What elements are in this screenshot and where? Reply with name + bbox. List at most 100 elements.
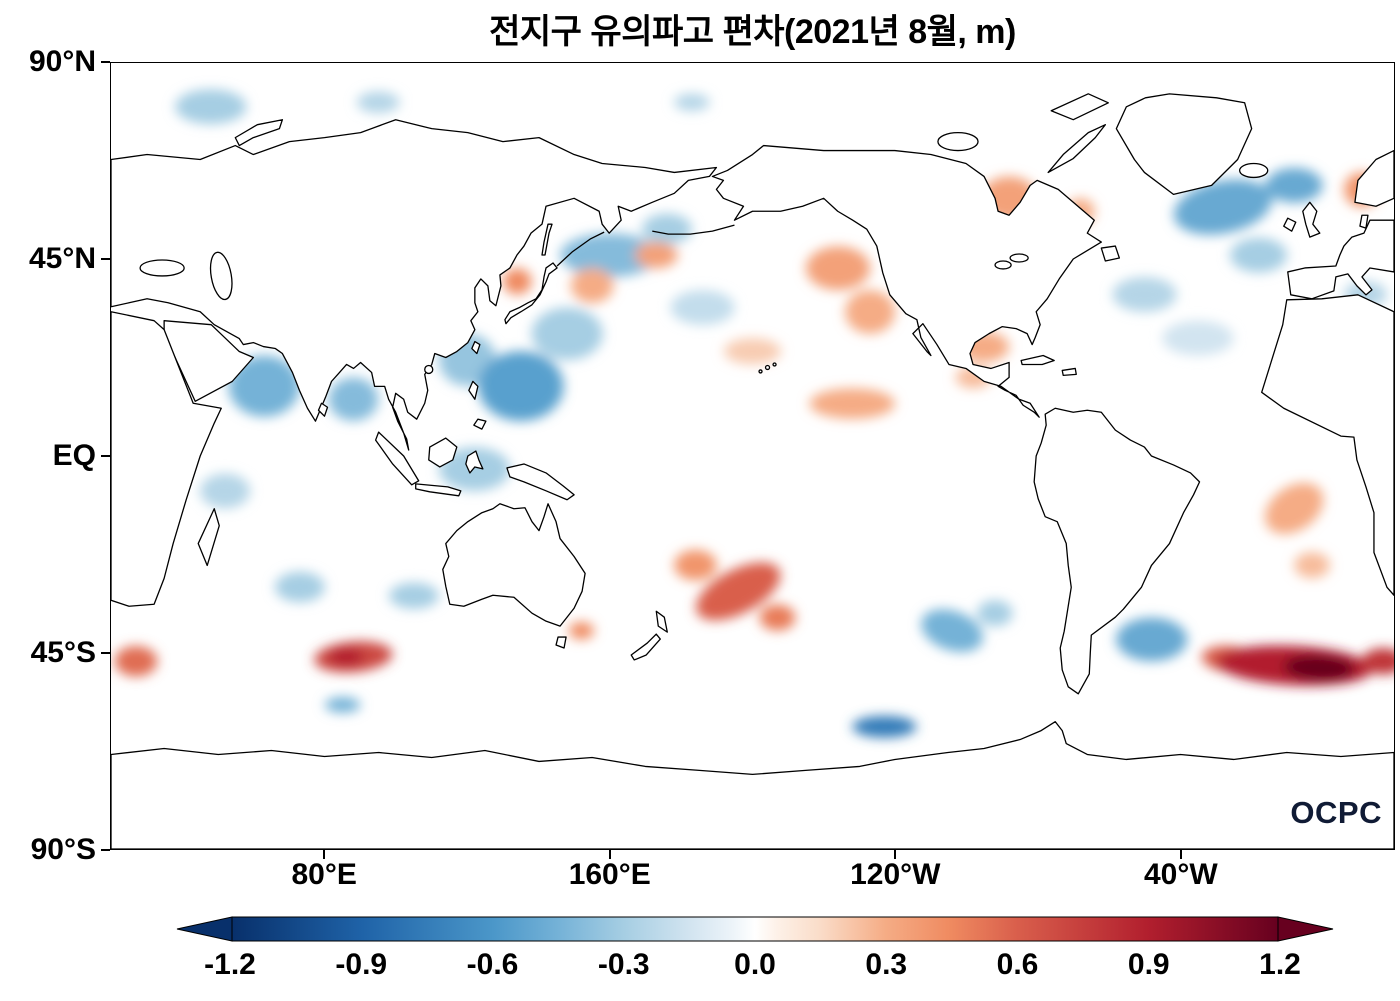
coastline-japan bbox=[504, 262, 558, 325]
anomaly-blob bbox=[438, 447, 511, 491]
anomaly-blob bbox=[1230, 237, 1288, 273]
y-axis: 90°N 45°N EQ 45°S 90°S bbox=[0, 0, 110, 1001]
map-plot-area: OCPC bbox=[110, 62, 1395, 850]
coastline-victoria-island bbox=[937, 131, 979, 152]
coastline-kuril-islands bbox=[556, 231, 605, 267]
anomaly-blob bbox=[921, 609, 983, 653]
anomaly-blob bbox=[1361, 648, 1394, 675]
great-lakes-west bbox=[994, 260, 1012, 270]
y-tick-label: 90°S bbox=[30, 833, 96, 866]
anomaly-blob bbox=[696, 562, 781, 621]
coastline-africa-west bbox=[1261, 294, 1394, 596]
y-tick-mark bbox=[101, 455, 110, 457]
y-tick-label: EQ bbox=[52, 439, 96, 472]
x-tick-mark bbox=[323, 850, 326, 859]
anomaly-blob bbox=[1162, 320, 1234, 356]
anomaly-blob bbox=[674, 93, 710, 112]
colorbar-svg bbox=[176, 916, 1334, 942]
coastline-borneo bbox=[428, 437, 458, 468]
anomaly-blob bbox=[634, 242, 678, 269]
colorbar-tick-label: 0.9 bbox=[1127, 948, 1170, 981]
coastline-aleutian-islands bbox=[652, 224, 735, 235]
anomaly-blob bbox=[114, 645, 158, 677]
coastline-tasmania bbox=[555, 636, 567, 649]
coastline-baffin-island bbox=[1047, 124, 1106, 174]
coastline-britain bbox=[1302, 201, 1321, 238]
colorbar-gradient-bar bbox=[231, 916, 1279, 942]
anomaly-blob bbox=[845, 290, 896, 334]
colorbar-tick-label: -0.9 bbox=[335, 948, 388, 981]
coastline-new-zealand-north bbox=[655, 610, 668, 633]
colorbar-tick-label: 0.3 bbox=[865, 948, 908, 981]
colorbar-tick-label: -0.3 bbox=[597, 948, 650, 981]
coastline-new-guinea bbox=[506, 463, 575, 501]
y-tick-mark bbox=[101, 849, 110, 851]
coastline-sakhalin bbox=[541, 223, 553, 256]
anomaly-blob bbox=[503, 268, 532, 295]
anomaly-blob bbox=[670, 290, 735, 325]
anomaly-blob bbox=[674, 549, 717, 581]
x-tick-label: 40°W bbox=[1143, 858, 1218, 891]
coastline-java bbox=[415, 483, 462, 497]
ocpc-logo: OCPC bbox=[1290, 795, 1382, 830]
anomaly-blob bbox=[274, 571, 325, 603]
anomaly-blob bbox=[1116, 617, 1188, 662]
x-tick-mark bbox=[608, 850, 611, 859]
anomaly-blob bbox=[388, 582, 439, 609]
world-map bbox=[111, 89, 1394, 849]
coastline-sumatra bbox=[374, 431, 420, 486]
anomaly-blob bbox=[478, 351, 564, 422]
anomaly-blob bbox=[356, 91, 400, 114]
anomaly-blob bbox=[1112, 276, 1177, 312]
y-tick-mark bbox=[101, 258, 110, 260]
x-tick-mark bbox=[894, 850, 897, 859]
hawaii-islands bbox=[772, 362, 777, 367]
coastline-antarctica bbox=[111, 721, 1394, 849]
coastline-hainan bbox=[424, 364, 434, 375]
coastline-australia bbox=[442, 503, 586, 627]
great-lakes-east bbox=[1009, 253, 1029, 263]
y-tick-mark bbox=[101, 652, 110, 654]
anomaly-blob bbox=[1265, 482, 1324, 534]
coastline-north-america bbox=[711, 144, 1102, 418]
y-tick-label: 90°N bbox=[28, 45, 96, 78]
coastline-layer bbox=[111, 93, 1394, 849]
colorbar bbox=[175, 916, 1335, 942]
hawaii-islands bbox=[764, 364, 771, 371]
anomaly-blob bbox=[228, 355, 300, 417]
anomaly-blob bbox=[805, 246, 871, 291]
coastline-taiwan bbox=[471, 340, 481, 355]
anomaly-blob bbox=[759, 604, 796, 631]
anomaly-blob bbox=[328, 377, 379, 422]
colorbar-tick-label: -1.2 bbox=[204, 948, 256, 981]
coastline-mindanao bbox=[473, 418, 487, 430]
anomaly-blob bbox=[1283, 654, 1355, 681]
y-tick-mark bbox=[101, 61, 110, 63]
coastline-madagascar bbox=[197, 508, 220, 567]
anomaly-blob bbox=[568, 621, 594, 640]
x-tick-label: 80°E bbox=[291, 858, 357, 891]
y-tick-label: 45°S bbox=[30, 636, 96, 669]
coastline-cuba bbox=[1020, 354, 1055, 366]
coastline-eurasia bbox=[111, 119, 718, 451]
anomaly-blob bbox=[1173, 179, 1273, 235]
coastline-iceland bbox=[1238, 162, 1269, 179]
anomaly-blob bbox=[1265, 167, 1323, 203]
anomaly-blob bbox=[324, 697, 361, 713]
anomaly-blob bbox=[642, 213, 692, 245]
colorbar-tick-label: 1.2 bbox=[1259, 948, 1301, 981]
hawaii-islands bbox=[758, 369, 763, 374]
colorbar-tick-label: -0.6 bbox=[466, 948, 519, 981]
coastline-scandinavia bbox=[1354, 149, 1394, 207]
x-tick-mark bbox=[1179, 850, 1182, 859]
x-tick-label: 160°E bbox=[568, 858, 651, 891]
colorbar-left-arrow bbox=[176, 916, 233, 942]
anomaly-blob bbox=[175, 89, 247, 125]
anomaly-blob bbox=[852, 715, 917, 738]
coastline-sulawesi bbox=[465, 450, 484, 474]
anomaly-blob bbox=[977, 600, 1013, 627]
anomaly-blob bbox=[531, 307, 603, 360]
coastline-newfoundland bbox=[1100, 245, 1121, 262]
